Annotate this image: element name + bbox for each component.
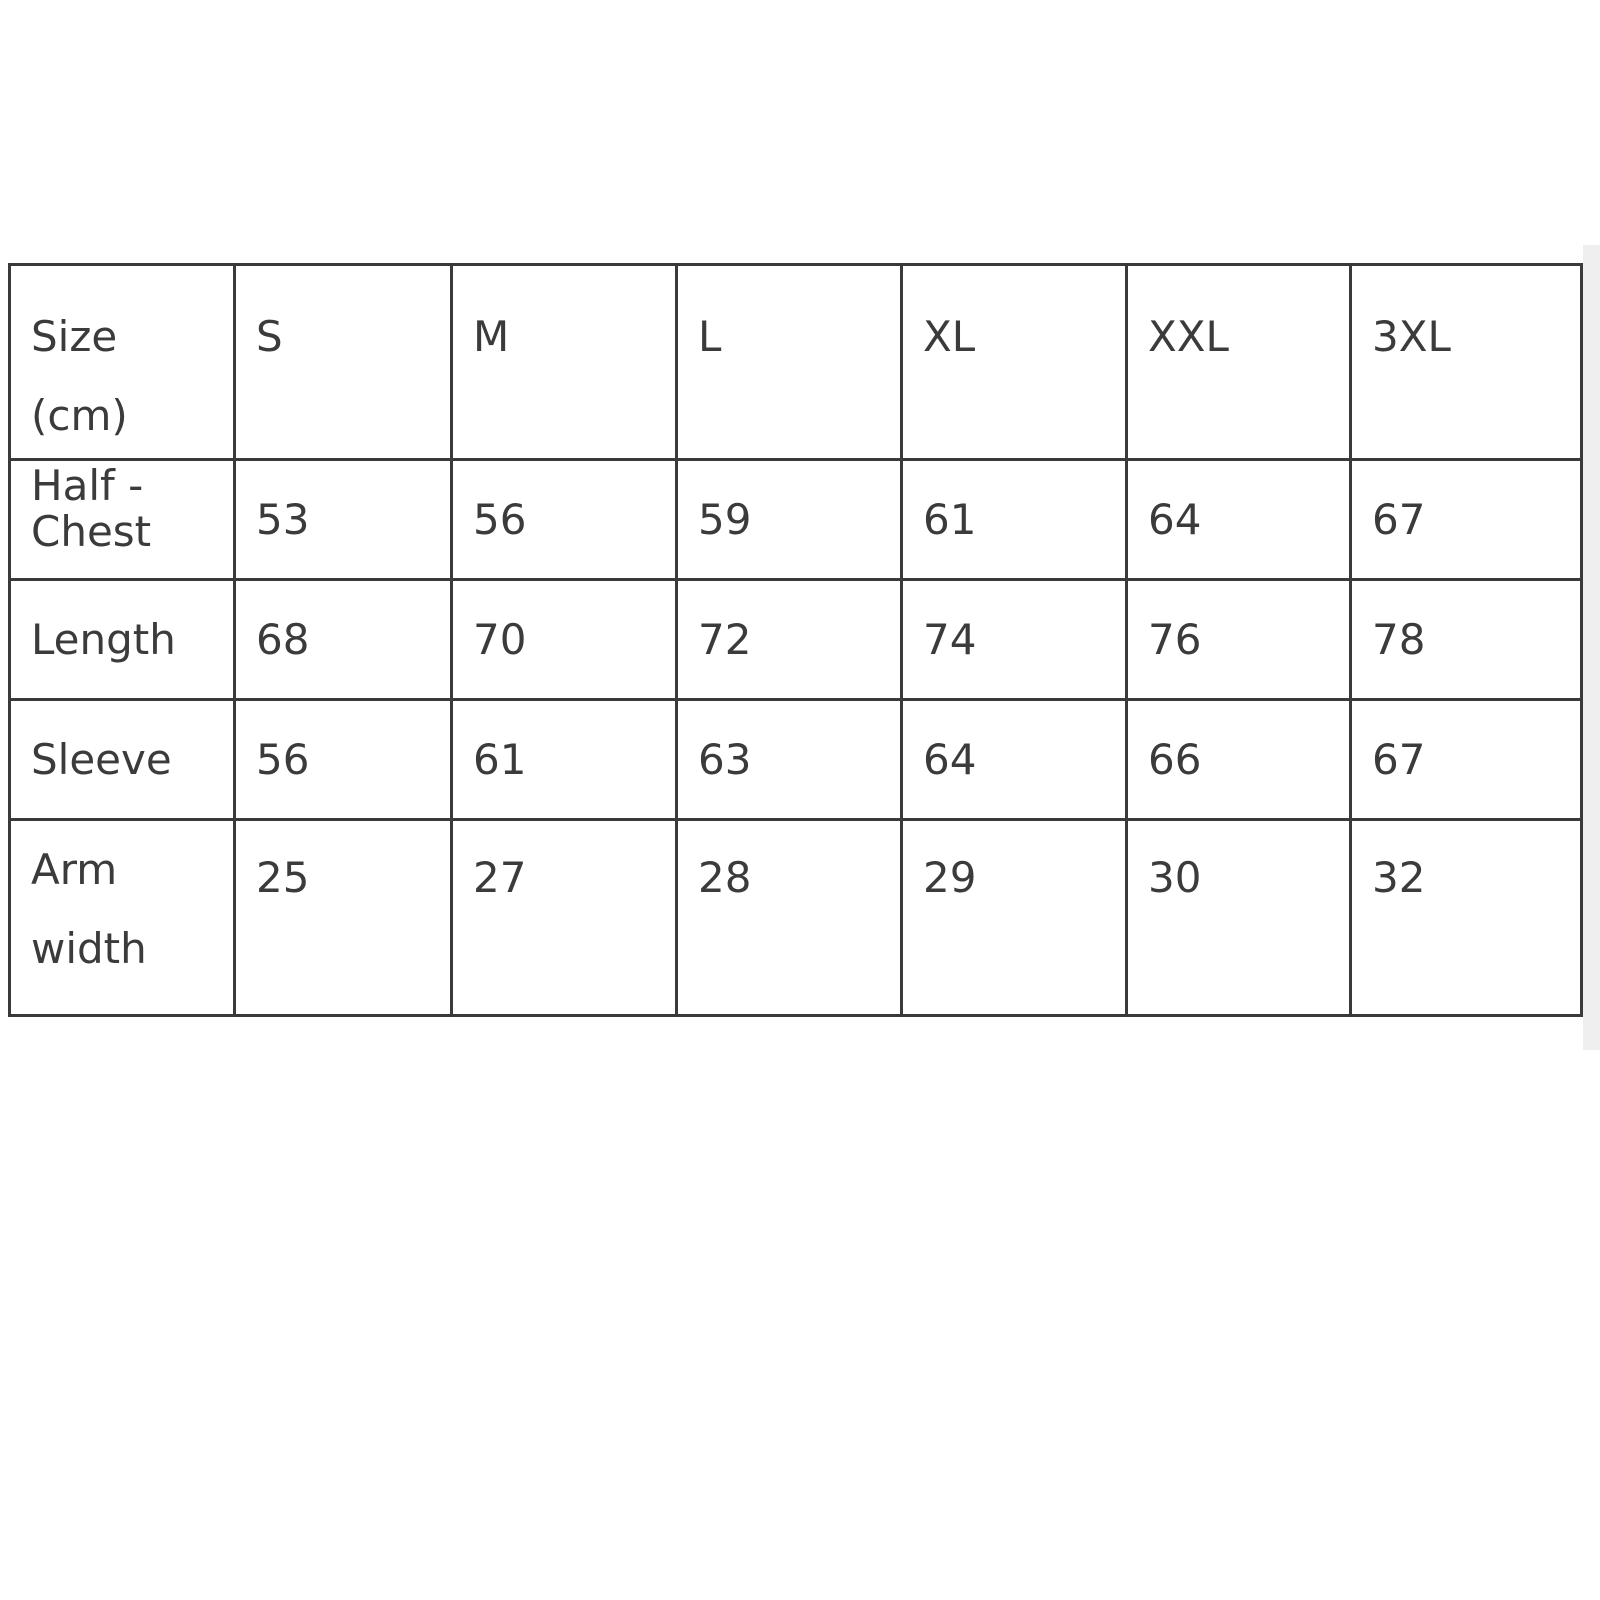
table-cell: 28	[675, 818, 903, 1017]
table-cell: 53	[233, 458, 453, 581]
header-cell-size-unit: Size (cm)	[8, 263, 236, 461]
table-cell: 78	[1349, 578, 1583, 701]
column-header-3xl: 3XL	[1349, 263, 1583, 461]
table-cell: 74	[900, 578, 1128, 701]
column-header-xxl: XXL	[1125, 263, 1352, 461]
table-cell: 64	[900, 698, 1128, 821]
column-header-l: L	[675, 263, 903, 461]
table-row-half-chest: Half - Chest 53 56 59 61 64 67	[8, 458, 1583, 581]
column-header-xl: XL	[900, 263, 1128, 461]
table-cell: 59	[675, 458, 903, 581]
table-cell: 72	[675, 578, 903, 701]
table-row-sleeve: Sleeve 56 61 63 64 66 67	[8, 698, 1583, 821]
table-row-length: Length 68 70 72 74 76 78	[8, 578, 1583, 701]
table-cell: 29	[900, 818, 1128, 1017]
table-cell: 56	[450, 458, 678, 581]
row-label-half-chest: Half - Chest	[8, 458, 236, 581]
table-row-arm-width: Arm width 25 27 28 29 30 32	[8, 818, 1583, 1017]
table-cell: 76	[1125, 578, 1352, 701]
table-cell: 27	[450, 818, 678, 1017]
table-cell: 25	[233, 818, 453, 1017]
table-cell: 61	[450, 698, 678, 821]
table-cell: 64	[1125, 458, 1352, 581]
table-cell: 61	[900, 458, 1128, 581]
column-header-s: S	[233, 263, 453, 461]
size-label: Size	[31, 312, 118, 361]
row-label-arm-width: Arm width	[8, 818, 236, 1017]
table-cell: 32	[1349, 818, 1583, 1017]
table-cell: 67	[1349, 698, 1583, 821]
size-chart-table: Size (cm) S M L XL XXL 3XL Half - Chest …	[8, 263, 1583, 1017]
table-cell: 56	[233, 698, 453, 821]
table-cell: 68	[233, 578, 453, 701]
size-unit-label: (cm)	[31, 391, 128, 440]
row-label-length: Length	[8, 578, 236, 701]
table-cell: 66	[1125, 698, 1352, 821]
table-cell: 30	[1125, 818, 1352, 1017]
table-cell: 70	[450, 578, 678, 701]
scrollbar-track	[1583, 245, 1600, 1050]
column-header-m: M	[450, 263, 678, 461]
row-label-sleeve: Sleeve	[8, 698, 236, 821]
header-row: Size (cm) S M L XL XXL 3XL	[8, 263, 1583, 461]
table-cell: 63	[675, 698, 903, 821]
table-cell: 67	[1349, 458, 1583, 581]
